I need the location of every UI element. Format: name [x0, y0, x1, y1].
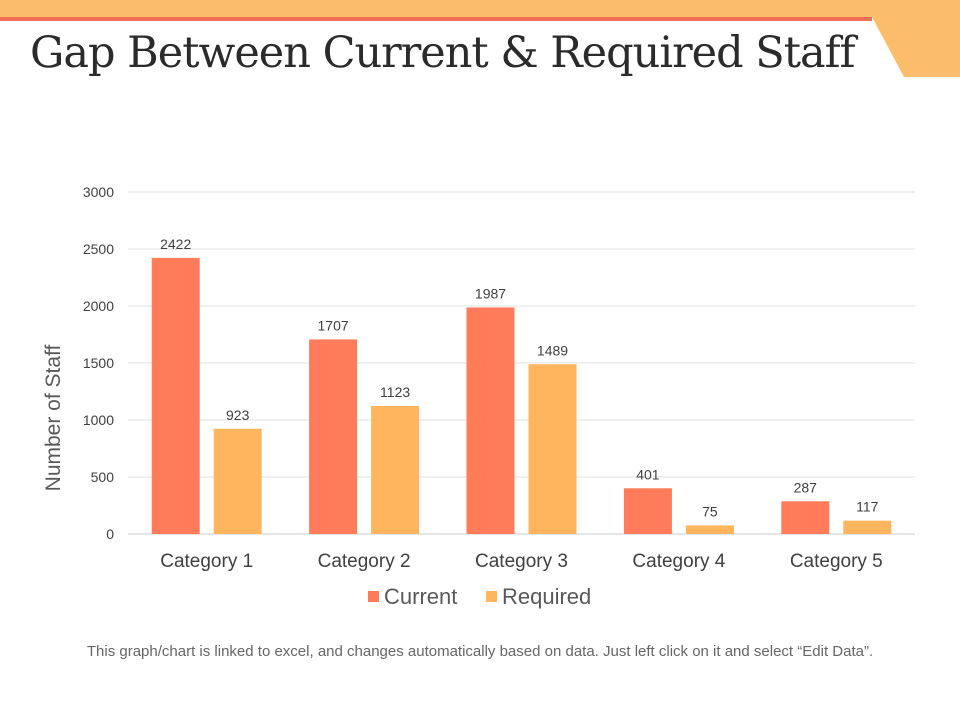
- data-label: 923: [226, 407, 250, 423]
- bar-current: [781, 501, 830, 534]
- footnote: This graph/chart is linked to excel, and…: [86, 643, 874, 660]
- y-tick-label: 3000: [83, 184, 114, 200]
- y-tick-label: 0: [106, 526, 114, 542]
- bar-current: [466, 307, 515, 534]
- data-label: 75: [702, 503, 718, 519]
- y-axis-label: Number of Staff: [42, 344, 65, 491]
- data-label: 117: [856, 499, 879, 515]
- bar-required: [371, 405, 420, 534]
- x-tick-label: Category 1: [160, 551, 253, 572]
- y-tick-label: 2000: [83, 298, 114, 314]
- x-tick-label: Category 5: [790, 551, 883, 572]
- data-label: 1707: [318, 317, 349, 333]
- legend-swatch-required: [486, 591, 497, 602]
- bar-required: [213, 428, 262, 534]
- y-tick-label: 1500: [83, 355, 114, 371]
- slide-title: Gap Between Current & Required Staff: [30, 28, 856, 78]
- y-tick-label: 2500: [83, 241, 114, 257]
- legend-label-current: Current: [384, 584, 457, 609]
- x-tick-label: Category 3: [475, 551, 568, 572]
- data-label: 1987: [475, 285, 506, 301]
- data-label: 1489: [537, 342, 568, 358]
- legend-label-required: Required: [502, 584, 591, 609]
- bar-current: [309, 339, 358, 534]
- legend-swatch-current: [368, 591, 379, 602]
- bar-required: [528, 364, 577, 534]
- y-tick-label: 500: [91, 469, 115, 485]
- bar-required: [685, 525, 734, 534]
- top-accent-band: [0, 0, 960, 17]
- y-tick-label: 1000: [83, 412, 114, 428]
- data-label: 287: [794, 479, 818, 495]
- data-label: 1123: [380, 384, 410, 400]
- data-label: 2422: [160, 236, 191, 252]
- x-tick-label: Category 2: [318, 551, 411, 572]
- bar-chart: 0 500 1000 1500 2000 2500 3000 Number of Staff C…: [42, 184, 915, 609]
- bar-current: [151, 257, 200, 534]
- data-label: 401: [636, 466, 660, 482]
- top-accent-line: [0, 17, 872, 21]
- corner-accent: [872, 17, 960, 77]
- bar-required: [843, 520, 892, 534]
- bar-current: [623, 488, 672, 534]
- x-tick-label: Category 4: [632, 551, 725, 572]
